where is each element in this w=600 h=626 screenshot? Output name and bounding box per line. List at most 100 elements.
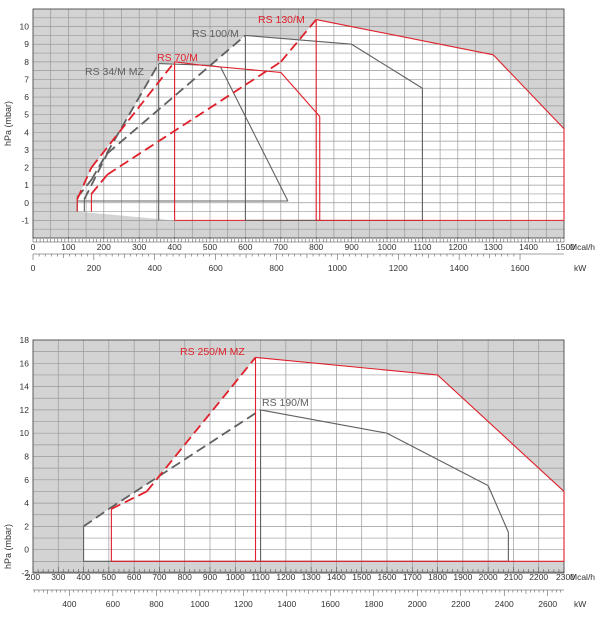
kw-tick-label: 600 bbox=[106, 599, 120, 609]
x-tick-label: 200 bbox=[26, 572, 40, 582]
x-tick-label: 1900 bbox=[453, 572, 472, 582]
kw-tick-label: 600 bbox=[209, 263, 223, 273]
kw-tick-label: 1200 bbox=[234, 599, 253, 609]
kw-tick-label: 2200 bbox=[451, 599, 470, 609]
series-segment bbox=[108, 409, 262, 510]
x-tick-label: 1000 bbox=[378, 242, 397, 252]
y-tick-label: 2 bbox=[24, 163, 29, 173]
x-tick-label: 1300 bbox=[302, 572, 321, 582]
kw-tick-label: 800 bbox=[269, 263, 283, 273]
series-rs-100-m: RS 100/M bbox=[83, 28, 423, 221]
series-label: RS 190/M bbox=[262, 397, 309, 409]
series-segment bbox=[280, 18, 317, 63]
series-label: RS 34/M MZ bbox=[85, 66, 145, 78]
x-tick-label: 1400 bbox=[327, 572, 346, 582]
series-rs-34-m-mz: RS 34/M MZ bbox=[76, 63, 289, 221]
y-tick-label: 8 bbox=[24, 452, 29, 462]
y-tick-label: 6 bbox=[24, 92, 29, 102]
y-tick-label: -1 bbox=[21, 215, 29, 225]
x-tick-label: 2000 bbox=[479, 572, 498, 582]
series-rs-250-m-mz: RS 250/M MZ bbox=[110, 346, 565, 562]
x-tick-label: 200 bbox=[97, 242, 111, 252]
x-tick-label: 600 bbox=[238, 242, 252, 252]
y-tick-label: 16 bbox=[20, 358, 30, 368]
x-tick-label: 500 bbox=[203, 242, 217, 252]
series-segment bbox=[255, 356, 438, 376]
series-segment bbox=[110, 490, 148, 510]
kw-tick-label: 1000 bbox=[328, 263, 347, 273]
series-segment bbox=[76, 167, 93, 200]
x-axis-mcal: 200 300 400 500 600 700 800 900 1000 1100 1200 1300… bbox=[26, 567, 595, 582]
series-rs-130-m: RS 130/M bbox=[90, 14, 565, 221]
x-tick-label: 700 bbox=[274, 242, 288, 252]
series-segment bbox=[90, 174, 109, 195]
y-tick-label: 7 bbox=[24, 74, 29, 84]
x-tick-label: 1600 bbox=[378, 572, 397, 582]
series-rs-190-m: RS 190/M bbox=[83, 397, 509, 562]
x-tick-label: 900 bbox=[345, 242, 359, 252]
kw-tick-label: 1000 bbox=[190, 599, 209, 609]
x-tick-label: 1400 bbox=[519, 242, 538, 252]
y-tick-label: 3 bbox=[24, 145, 29, 155]
x-tick-label: 300 bbox=[132, 242, 146, 252]
series-segment bbox=[146, 356, 257, 493]
y-tick-label: 4 bbox=[24, 127, 29, 137]
x-axis-kw: 400 600 800 1000 1200 1400 1600 1800 2000 2200 240… bbox=[33, 589, 586, 609]
x-unit-mcal: Mcal/h bbox=[570, 242, 595, 252]
series-segment bbox=[351, 43, 423, 89]
series-label: RS 130/M bbox=[258, 14, 305, 26]
y-tick-label: 0 bbox=[24, 545, 29, 555]
series-segment bbox=[83, 508, 110, 528]
y-tick-label: 4 bbox=[24, 498, 29, 508]
y-tick-label: 10 bbox=[20, 428, 30, 438]
y-tick-label: -2 bbox=[21, 568, 29, 578]
x-tick-label: 400 bbox=[76, 572, 90, 582]
x-tick-label: 1700 bbox=[403, 572, 422, 582]
kw-tick-label: 1800 bbox=[364, 599, 383, 609]
y-tick-label: 18 bbox=[20, 335, 30, 345]
series-segment bbox=[220, 66, 289, 202]
kw-tick-label: 400 bbox=[62, 599, 76, 609]
series-label: RS 100/M bbox=[192, 28, 239, 40]
field-fill-2 bbox=[111, 357, 564, 562]
x-tick-label: 2200 bbox=[529, 572, 548, 582]
x-tick-label: 1200 bbox=[276, 572, 295, 582]
kw-tick-label: 1200 bbox=[389, 263, 408, 273]
kw-tick-label: 1600 bbox=[321, 599, 340, 609]
series-segment bbox=[260, 409, 388, 434]
y-tick-label: 5 bbox=[24, 110, 29, 120]
series-segment bbox=[386, 432, 489, 487]
x-tick-label: 700 bbox=[152, 572, 166, 582]
x-unit-kw: kW bbox=[574, 599, 586, 609]
chart-panel-1: RS 34/M MZ RS 70/M RS 100/M RS 130/M -1 0 1 2 3 4… bbox=[3, 8, 595, 273]
y-axis-label: hPa (mbar) bbox=[3, 101, 13, 146]
x-tick-label: 1500 bbox=[556, 242, 575, 252]
series-segment bbox=[106, 61, 282, 176]
x-tick-label: 1100 bbox=[413, 242, 432, 252]
x-unit-kw: kW bbox=[574, 263, 586, 273]
y-tick-label: 0 bbox=[24, 198, 29, 208]
field-fill-4 bbox=[91, 19, 564, 221]
series-segment bbox=[492, 54, 565, 130]
x-tick-label: 0 bbox=[31, 242, 36, 252]
series-label: RS 250/M MZ bbox=[180, 346, 245, 358]
series-segment bbox=[487, 485, 509, 533]
series-segment bbox=[90, 63, 160, 181]
y-axis-label: hPa (mbar) bbox=[3, 524, 13, 569]
kw-tick-label: 2000 bbox=[408, 599, 427, 609]
kw-tick-label: 2400 bbox=[495, 599, 514, 609]
x-tick-label: 2100 bbox=[504, 572, 523, 582]
y-tick-label: 9 bbox=[24, 39, 29, 49]
x-tick-label: 800 bbox=[178, 572, 192, 582]
series-segment bbox=[90, 61, 176, 169]
x-axis-mcal: 0 100 200 300 400 500 600 700 800 900 1000 1100 1200… bbox=[31, 237, 595, 252]
series-segment bbox=[280, 72, 321, 117]
x-tick-label: 300 bbox=[51, 572, 65, 582]
kw-tick-label: 2600 bbox=[538, 599, 557, 609]
series-segment bbox=[106, 34, 246, 155]
y-tick-label: 2 bbox=[24, 521, 29, 531]
x-tick-label: 1800 bbox=[428, 572, 447, 582]
chart-panel-2: RS 190/M RS 250/M MZ -2 0 2 4 6 8 10 12 14 16 18 hPa … bbox=[3, 335, 595, 609]
x-tick-label: 100 bbox=[61, 242, 75, 252]
